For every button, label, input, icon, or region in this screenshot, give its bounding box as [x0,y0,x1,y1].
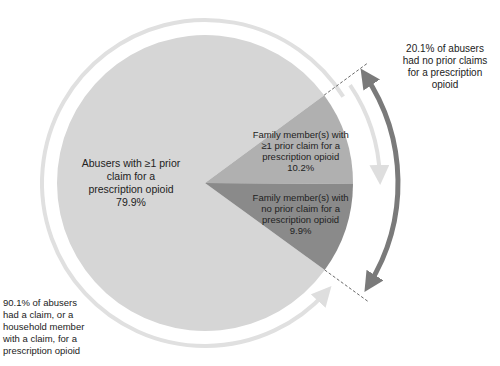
svg-text:90.1% of abusershad a claim, o: 90.1% of abusershad a claim, or ahouseho… [8,297,84,356]
svg-text:Abusers with ≥1 priorclaim for: Abusers with ≥1 priorclaim for aprescrip… [82,157,181,208]
svg-text:Family member(s) with≥1 prior: Family member(s) with≥1 prior claim for … [253,129,349,173]
svg-text:20.1% of abusershad no prior c: 20.1% of abusershad no prior claimsfor a… [403,43,487,90]
svg-text:Family member(s) withno prior: Family member(s) withno prior claim for … [253,191,349,235]
